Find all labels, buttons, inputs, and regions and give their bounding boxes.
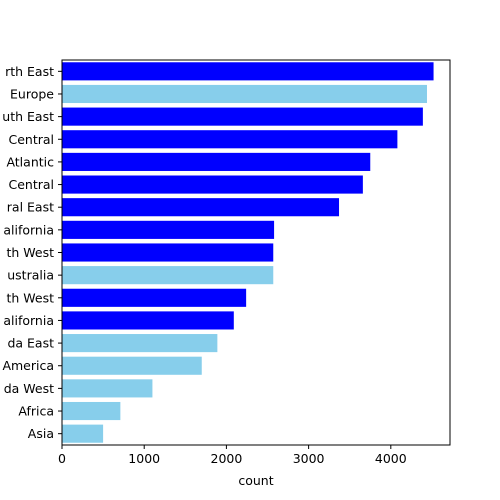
category-labels-group: rth East Europe uth East Central Atlantic Cen… bbox=[2, 64, 62, 441]
y-tick-label: America bbox=[2, 358, 54, 373]
bar bbox=[62, 130, 398, 149]
bar bbox=[62, 220, 275, 239]
y-tick-label: Central bbox=[8, 132, 54, 147]
y-tick-label: th West bbox=[6, 245, 54, 260]
bar bbox=[62, 334, 218, 353]
x-axis-label: count bbox=[238, 473, 273, 488]
x-tick-label: 1000 bbox=[128, 451, 160, 466]
bar bbox=[62, 356, 202, 375]
x-tick-label: 2000 bbox=[211, 451, 243, 466]
x-ticks-group: 0 1000 2000 3000 4000 bbox=[58, 445, 407, 466]
y-tick-label: th West bbox=[6, 290, 54, 305]
bar bbox=[62, 266, 274, 285]
y-tick-label: Europe bbox=[10, 86, 54, 101]
bar bbox=[62, 424, 104, 443]
bar bbox=[62, 84, 427, 104]
y-tick-label: Africa bbox=[18, 404, 54, 419]
y-tick-label: alifornia bbox=[3, 222, 54, 237]
bar bbox=[62, 243, 274, 262]
y-tick-label: Asia bbox=[28, 426, 54, 441]
x-tick-label: 0 bbox=[58, 451, 66, 466]
y-tick-label: rth East bbox=[5, 64, 54, 79]
bar bbox=[62, 175, 363, 194]
y-tick-label: da West bbox=[4, 381, 54, 396]
bar bbox=[62, 401, 121, 421]
bar bbox=[62, 62, 434, 81]
x-tick-label: 4000 bbox=[375, 451, 407, 466]
plot-frame bbox=[61, 59, 451, 446]
bar bbox=[62, 107, 423, 126]
y-tick-label: ustralia bbox=[7, 268, 54, 283]
y-tick-label: Atlantic bbox=[6, 154, 54, 169]
bars-group bbox=[62, 62, 434, 443]
bar bbox=[62, 198, 340, 217]
bar bbox=[62, 152, 371, 171]
y-tick-label: uth East bbox=[2, 109, 54, 124]
bar bbox=[62, 379, 153, 398]
y-tick-label: da East bbox=[7, 336, 54, 351]
y-tick-label: alifornia bbox=[3, 313, 54, 328]
bar bbox=[62, 288, 247, 307]
y-tick-label: Central bbox=[8, 177, 54, 192]
y-tick-label: ral East bbox=[7, 200, 54, 215]
x-tick-label: 3000 bbox=[293, 451, 325, 466]
bar bbox=[62, 311, 234, 330]
